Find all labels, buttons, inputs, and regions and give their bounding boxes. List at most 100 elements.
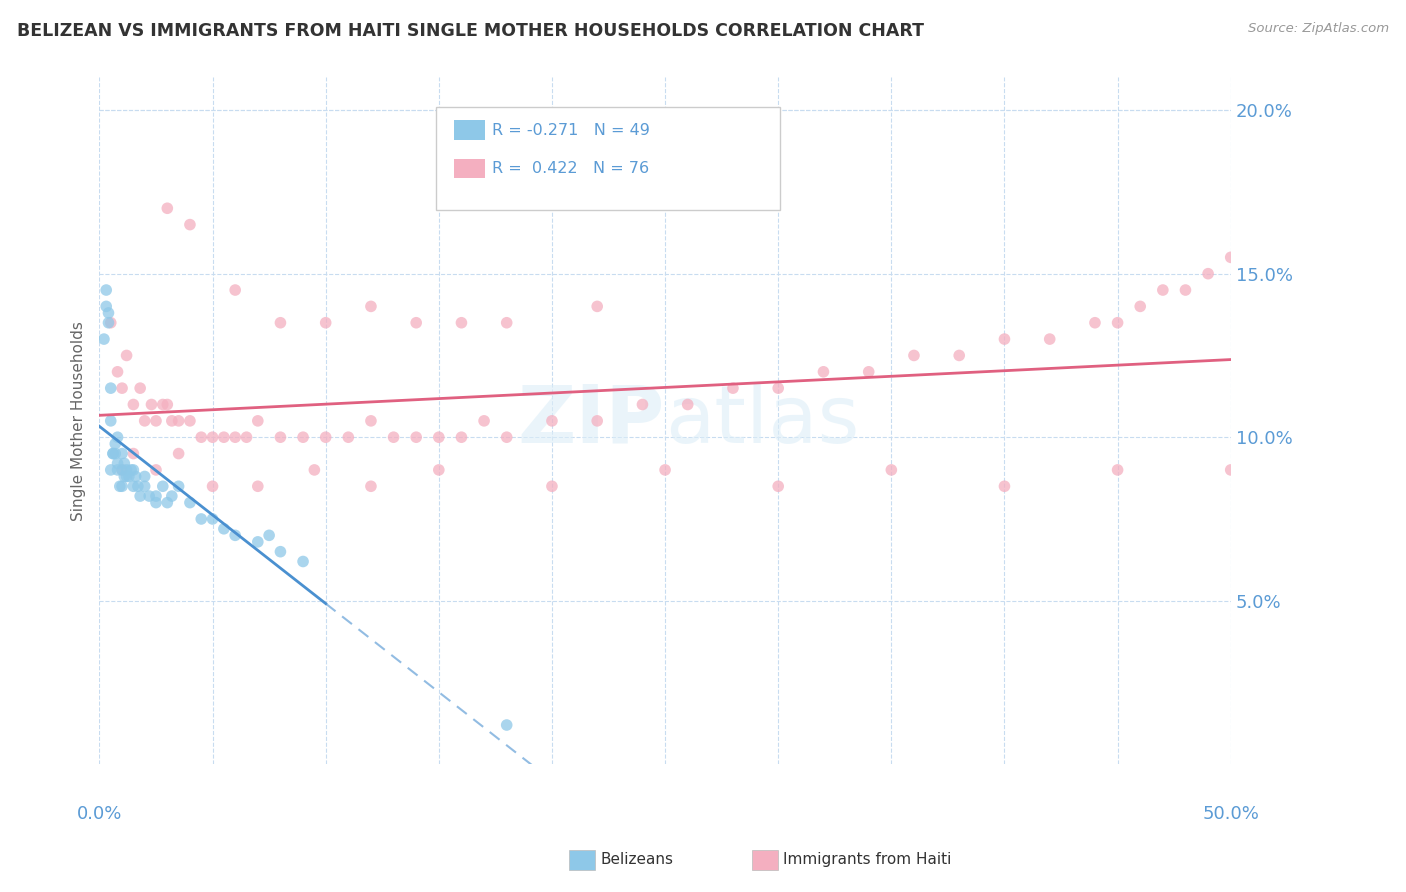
Point bbox=[96, 299, 118, 313]
Point bbox=[160, 414, 183, 428]
Text: atlas: atlas bbox=[665, 382, 859, 460]
Point bbox=[1152, 283, 1174, 297]
Point bbox=[156, 201, 179, 215]
Point bbox=[450, 430, 472, 444]
Point bbox=[101, 446, 124, 460]
Point bbox=[104, 436, 127, 450]
Y-axis label: Single Mother Households: Single Mother Households bbox=[72, 321, 86, 521]
Point bbox=[360, 414, 382, 428]
Point bbox=[292, 554, 315, 568]
Point bbox=[631, 397, 654, 411]
Point bbox=[152, 397, 174, 411]
Point bbox=[100, 381, 122, 395]
Point bbox=[586, 299, 609, 313]
Text: BELIZEAN VS IMMIGRANTS FROM HAITI SINGLE MOTHER HOUSEHOLDS CORRELATION CHART: BELIZEAN VS IMMIGRANTS FROM HAITI SINGLE… bbox=[17, 22, 924, 40]
Point bbox=[122, 463, 145, 477]
Point bbox=[179, 414, 201, 428]
Point bbox=[292, 430, 315, 444]
Point bbox=[101, 446, 124, 460]
Point bbox=[224, 528, 246, 542]
Point bbox=[269, 316, 291, 330]
Point bbox=[1107, 316, 1129, 330]
Point bbox=[179, 495, 201, 509]
Text: 50.0%: 50.0% bbox=[1202, 805, 1260, 823]
Point bbox=[766, 479, 789, 493]
Point bbox=[337, 430, 360, 444]
Point bbox=[1129, 299, 1152, 313]
Point bbox=[124, 469, 146, 483]
Point bbox=[450, 316, 472, 330]
Point bbox=[145, 414, 167, 428]
Point bbox=[122, 479, 145, 493]
Point bbox=[108, 479, 131, 493]
Point bbox=[212, 430, 235, 444]
Point bbox=[138, 489, 160, 503]
Point bbox=[167, 446, 190, 460]
Point bbox=[315, 316, 337, 330]
Point bbox=[111, 463, 134, 477]
Point bbox=[1174, 283, 1197, 297]
Point bbox=[201, 512, 224, 526]
Point bbox=[111, 381, 134, 395]
Point bbox=[156, 397, 179, 411]
Point bbox=[315, 430, 337, 444]
Point bbox=[134, 414, 156, 428]
Point bbox=[100, 316, 122, 330]
Point bbox=[1219, 463, 1241, 477]
Point bbox=[235, 430, 257, 444]
Point bbox=[111, 463, 134, 477]
Point bbox=[145, 463, 167, 477]
Text: R =  0.422   N = 76: R = 0.422 N = 76 bbox=[492, 161, 650, 176]
Point bbox=[167, 414, 190, 428]
Point bbox=[721, 381, 744, 395]
Point bbox=[107, 456, 129, 470]
Point bbox=[96, 283, 118, 297]
Point bbox=[120, 463, 142, 477]
Point bbox=[427, 430, 450, 444]
Point bbox=[1039, 332, 1062, 346]
Point bbox=[948, 348, 970, 362]
Point bbox=[212, 522, 235, 536]
Point bbox=[111, 446, 134, 460]
Point bbox=[104, 446, 127, 460]
Point bbox=[541, 479, 564, 493]
Point bbox=[360, 299, 382, 313]
Point bbox=[122, 397, 145, 411]
Text: Belizeans: Belizeans bbox=[600, 853, 673, 867]
Point bbox=[127, 479, 149, 493]
Point bbox=[93, 332, 115, 346]
Point bbox=[246, 479, 269, 493]
Point bbox=[813, 365, 835, 379]
Point bbox=[145, 495, 167, 509]
Point bbox=[156, 495, 179, 509]
Point bbox=[246, 534, 269, 549]
Point bbox=[495, 316, 517, 330]
Point bbox=[167, 479, 190, 493]
Point bbox=[1084, 316, 1107, 330]
Text: Immigrants from Haiti: Immigrants from Haiti bbox=[783, 853, 952, 867]
Point bbox=[115, 463, 138, 477]
Point bbox=[541, 414, 564, 428]
Point bbox=[269, 430, 291, 444]
Point bbox=[472, 414, 495, 428]
Point bbox=[145, 489, 167, 503]
Point bbox=[129, 381, 152, 395]
Point bbox=[97, 306, 120, 320]
Text: R = -0.271   N = 49: R = -0.271 N = 49 bbox=[492, 123, 650, 137]
Point bbox=[1219, 250, 1241, 264]
Point bbox=[100, 463, 122, 477]
Point bbox=[586, 414, 609, 428]
Point bbox=[427, 463, 450, 477]
Point bbox=[766, 381, 789, 395]
Point bbox=[880, 463, 903, 477]
Point bbox=[112, 456, 135, 470]
Point bbox=[269, 544, 291, 558]
Point bbox=[122, 446, 145, 460]
Point bbox=[405, 430, 427, 444]
Point bbox=[993, 332, 1015, 346]
Point bbox=[382, 430, 405, 444]
Point bbox=[179, 218, 201, 232]
Point bbox=[112, 469, 135, 483]
Point bbox=[304, 463, 326, 477]
Point bbox=[141, 397, 163, 411]
